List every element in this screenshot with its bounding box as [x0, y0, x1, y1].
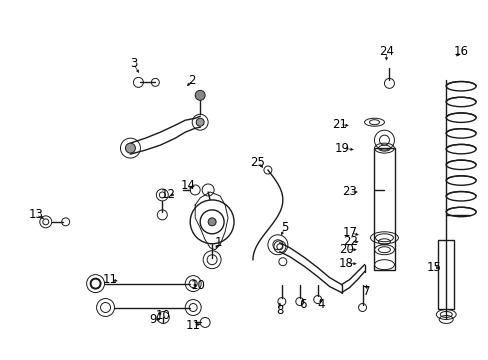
Text: 3: 3: [129, 57, 137, 70]
Text: 18: 18: [339, 257, 353, 270]
Text: 6: 6: [299, 298, 306, 311]
Text: 16: 16: [453, 45, 468, 58]
Text: 4: 4: [316, 298, 324, 311]
Text: 5: 5: [281, 221, 288, 234]
Text: 21: 21: [331, 118, 346, 131]
Text: 11: 11: [103, 273, 118, 286]
Text: 17: 17: [343, 226, 357, 239]
Text: 2: 2: [188, 74, 196, 87]
Text: 12: 12: [161, 188, 175, 202]
Circle shape: [208, 218, 216, 226]
Text: 7: 7: [362, 285, 369, 298]
Text: 19: 19: [334, 141, 349, 155]
Text: 10: 10: [156, 309, 170, 322]
Text: 20: 20: [339, 243, 353, 256]
Text: 1: 1: [214, 236, 222, 249]
Text: 14: 14: [181, 180, 195, 193]
Text: 11: 11: [185, 319, 200, 332]
Text: 25: 25: [250, 156, 265, 168]
Circle shape: [195, 90, 205, 100]
Text: 24: 24: [378, 45, 393, 58]
Circle shape: [196, 118, 203, 126]
Text: 23: 23: [342, 185, 356, 198]
Text: 15: 15: [426, 261, 441, 274]
Text: 8: 8: [276, 304, 283, 317]
Text: 9: 9: [149, 313, 157, 326]
Text: 22: 22: [343, 235, 357, 248]
Text: 13: 13: [28, 208, 43, 221]
Text: 10: 10: [190, 279, 205, 292]
Circle shape: [125, 143, 135, 153]
